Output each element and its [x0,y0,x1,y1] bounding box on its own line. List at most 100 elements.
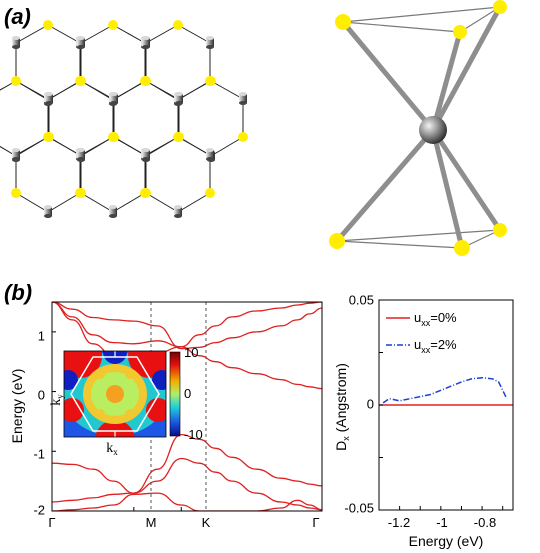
lattice-atom-grey [12,36,20,49]
inset-colormap [64,351,166,437]
x-tick-label: -1 [436,515,448,530]
lattice-atom-yellow [11,76,21,86]
band-curve [52,492,322,511]
lattice-bond [15,80,49,100]
lattice-atom-grey [142,36,150,49]
inset-colorbar [169,351,181,437]
bond-diagram [329,0,507,256]
band-curve [52,302,322,360]
lattice-bond [80,80,114,100]
lattice-bond [48,80,82,100]
lattice-bond [80,136,114,156]
lattice-bond [145,136,179,156]
dipole-series-line [382,376,508,404]
inset-map: kx ky 10 0 -10 [49,345,203,457]
lattice-atom-yellow [44,132,54,142]
lattice-bond [15,24,49,44]
band-plot-frame [51,301,323,512]
lattice-bond [0,145,17,157]
lattice-atom-yellow [11,188,21,198]
lattice-bond [145,80,179,100]
legend-entry: uxx=0% [414,310,457,328]
bond-diagram-thin-lines [336,6,501,249]
x-tick-label: K [202,515,211,530]
y-tick-label: 0 [38,387,45,402]
ligand-atom [493,0,507,14]
lattice-bond [177,192,211,213]
inset-x-label: kx [106,441,118,457]
lattice-bond [112,136,146,156]
lattice-bond [80,192,114,213]
bond-diagram-bonds [334,4,503,251]
central-atom [419,116,447,144]
lattice-atom-grey [77,148,85,161]
lattice-bond [210,80,244,100]
dipole-curves [379,376,513,406]
y-tick-label: 0 [367,396,374,411]
band-curves [52,302,322,511]
band-y-axis-label: Energy (eV) [9,369,25,444]
lattice-atom-grey [45,92,53,105]
legend: uxx=0% uxx=2% [386,310,457,355]
colorbar-tick-label: 10 [184,345,198,360]
y-tick-label: 0.05 [349,292,374,307]
lattice-atom-yellow [43,20,53,30]
lattice-bond [0,80,17,91]
lattice-bond [177,136,211,156]
lattice-atom-yellow [206,76,216,86]
legend-entry: uxx=2% [414,337,457,355]
lattice-atom-grey [44,205,52,218]
ligand-atom [493,223,507,237]
lattice-bond [145,192,179,213]
lattice-atom-grey [174,205,182,218]
lattice-atom-yellow [174,132,184,142]
x-tick-label: M [146,515,157,530]
lattice-bond [145,24,179,44]
lattice-bond [178,80,212,100]
lattice-bond [177,24,211,44]
y-tick-label: -2 [33,502,45,517]
lattice-atom-grey [77,36,85,49]
colorbar-tick-label: 0 [184,386,191,401]
band-curve [52,302,322,350]
band-curve [52,433,322,494]
ligand-atom [454,240,470,256]
lattice-atom-yellow [108,20,118,30]
lattice-bond [15,136,49,156]
lattice-bond [113,80,147,100]
dipole-plot-ticks [379,299,504,511]
lattice-bond [15,192,49,213]
panel-label-a: (a) [4,4,31,29]
band-structure-plot: 1 0 -1 -2 Γ M K Γ Energy (eV) [9,301,323,530]
lattice-atom-yellow [76,188,86,198]
band-plot-ticks [51,331,323,512]
x-tick-label: -1.2 [388,515,410,530]
lattice-bond [47,24,81,44]
ligand-atom [329,233,345,249]
x-tick-label: -0.8 [474,515,496,530]
y-tick-label: 1 [38,328,45,343]
dipole-x-axis-label: Energy (eV) [409,533,484,549]
band-curve [52,457,322,511]
lattice-bond [47,136,81,156]
honeycomb-lattice [0,20,248,218]
lattice-atom-grey [109,205,117,218]
colorbar-tick-label: -10 [184,427,203,442]
lattice-bond [112,192,146,213]
lattice-atom-grey [175,92,183,105]
dipole-y-axis-label: Dx (Angstrom) [333,363,351,451]
lattice-bond [80,24,114,44]
dipole-plot: 0.05 0 -0.05 -1.2 -1 -0.8 Energy (eV) Dx… [333,292,514,549]
lattice-atom-grey [142,148,150,161]
lattice-atom-grey [12,148,20,161]
lattice-atom-grey [206,148,214,161]
ligand-atom [453,25,467,39]
x-tick-label: Γ [48,515,55,530]
lattice-bond [47,192,81,213]
inset-y-label: ky [49,394,65,406]
lattice-atom-yellow [238,132,248,142]
y-tick-label: -0.05 [344,500,374,515]
lattice-atom-yellow [109,132,119,142]
lattice-atom-grey [239,92,247,105]
